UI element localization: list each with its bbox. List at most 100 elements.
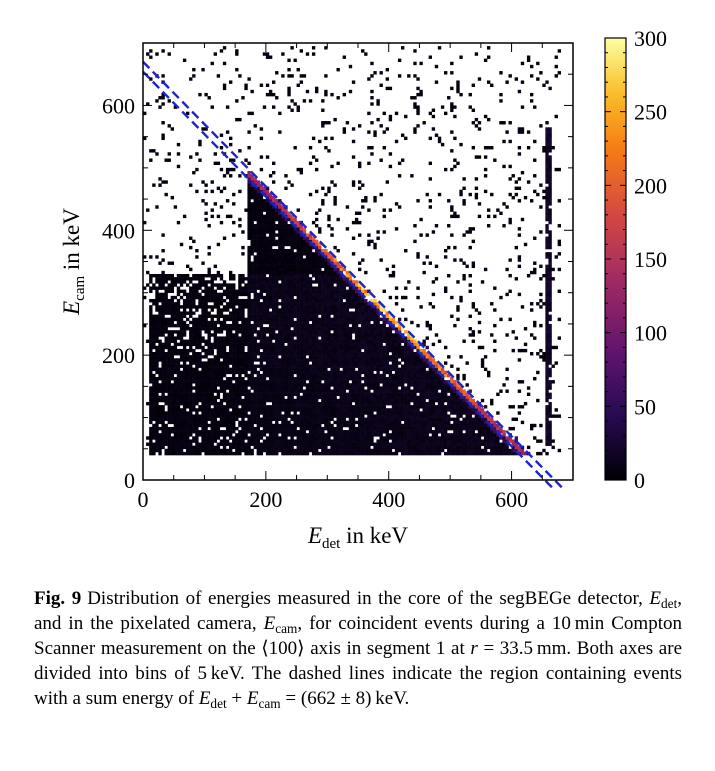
heatmap-bin (201, 376, 205, 381)
heatmap-bin (210, 423, 214, 428)
heatmap-bin (308, 289, 313, 294)
heatmap-bin (179, 320, 184, 325)
heatmap-bin (342, 408, 347, 412)
heatmap-bin (262, 345, 267, 350)
heatmap-bin (189, 348, 193, 353)
heatmap-bin (161, 49, 165, 53)
heatmap-bin (336, 295, 340, 300)
heatmap-bin (235, 355, 239, 359)
heatmap-bin (232, 283, 236, 287)
heatmap-bin (158, 414, 162, 418)
heatmap-bin (155, 370, 159, 375)
heatmap-bin (376, 439, 380, 443)
heatmap-bin (275, 249, 279, 253)
heatmap-bin (305, 348, 310, 353)
heatmap-bin (318, 436, 322, 440)
heatmap-bin (164, 367, 168, 372)
heatmap-bin (235, 414, 239, 418)
heatmap-bin (158, 342, 162, 347)
heatmap-bin (204, 352, 208, 356)
heatmap-bin (232, 417, 236, 421)
heatmap-bin (385, 320, 390, 325)
heatmap-bin (229, 270, 233, 275)
heatmap-bin (272, 445, 276, 450)
heatmap-bin (278, 270, 282, 275)
heatmap-bin (342, 323, 347, 328)
heatmap-bin (299, 336, 304, 340)
heatmap-bin (247, 146, 251, 150)
heatmap-bin (241, 420, 245, 425)
heatmap-bin (281, 333, 285, 337)
heatmap-bin (201, 277, 205, 281)
heatmap-bin (167, 348, 171, 353)
heatmap-bin (345, 298, 350, 303)
heatmap-bin (201, 199, 205, 203)
heatmap-bin (290, 355, 294, 359)
heatmap-bin (330, 255, 334, 259)
heatmap-bin (287, 105, 291, 109)
heatmap-bin (287, 389, 291, 393)
heatmap-bin (330, 358, 334, 362)
heatmap-bin (155, 99, 159, 103)
heatmap-bin (296, 295, 300, 300)
heatmap-bin (358, 292, 362, 297)
heatmap-bin (305, 414, 310, 418)
heatmap-bin (186, 355, 190, 359)
heatmap-bin (370, 380, 374, 384)
heatmap-bin (305, 370, 310, 375)
heatmap-bin (268, 208, 273, 212)
heatmap-bin (382, 423, 386, 428)
heatmap-bin (342, 280, 347, 284)
heatmap-bin (315, 327, 319, 331)
heatmap-bin (308, 261, 313, 265)
heatmap-bin (222, 370, 227, 375)
heatmap-bin (222, 389, 227, 393)
heatmap-bin (296, 367, 300, 372)
heatmap-bin (275, 448, 279, 453)
heatmap-bin (321, 439, 325, 443)
heatmap-bin (333, 333, 337, 337)
heatmap-bin (241, 423, 245, 428)
heatmap-bin (354, 426, 359, 431)
heatmap-bin (235, 408, 239, 412)
heatmap-bin (272, 367, 276, 372)
heatmap-bin (299, 233, 304, 237)
heatmap-bin (219, 220, 224, 225)
heatmap-bin (204, 364, 208, 368)
heatmap-bin (302, 414, 307, 418)
heatmap-bin (272, 211, 276, 215)
heatmap-bin (238, 336, 242, 340)
heatmap-bin (376, 345, 380, 350)
heatmap-bin (370, 436, 374, 440)
heatmap-bin (308, 311, 313, 315)
heatmap-bin (287, 261, 291, 265)
heatmap-bin (321, 295, 325, 300)
heatmap-bin (253, 323, 257, 328)
heatmap-bin (250, 373, 254, 378)
heatmap-bin (213, 283, 218, 287)
heatmap-bin (336, 298, 340, 303)
heatmap-bin (308, 286, 313, 290)
heatmap-bin (164, 336, 168, 340)
heatmap-bin (173, 445, 178, 450)
heatmap-bin (216, 408, 221, 412)
heatmap-bin (256, 426, 261, 431)
heatmap-bin (268, 380, 273, 384)
heatmap-bin (238, 380, 242, 384)
heatmap-bin (275, 317, 279, 322)
heatmap-bin (268, 317, 273, 322)
heatmap-bin (351, 451, 356, 456)
heatmap-bin (358, 376, 362, 381)
heatmap-bin (376, 330, 380, 334)
heatmap-bin (311, 255, 316, 259)
heatmap-bin (235, 445, 239, 450)
heatmap-bin (247, 195, 251, 200)
heatmap-bin (158, 389, 162, 393)
heatmap-bin (213, 361, 218, 365)
heatmap-bin (281, 386, 285, 390)
heatmap-bin (149, 323, 153, 328)
heatmap-bin (281, 308, 285, 312)
heatmap-bin (189, 339, 193, 343)
heatmap-bin (376, 336, 380, 340)
heatmap-bin (167, 439, 171, 443)
